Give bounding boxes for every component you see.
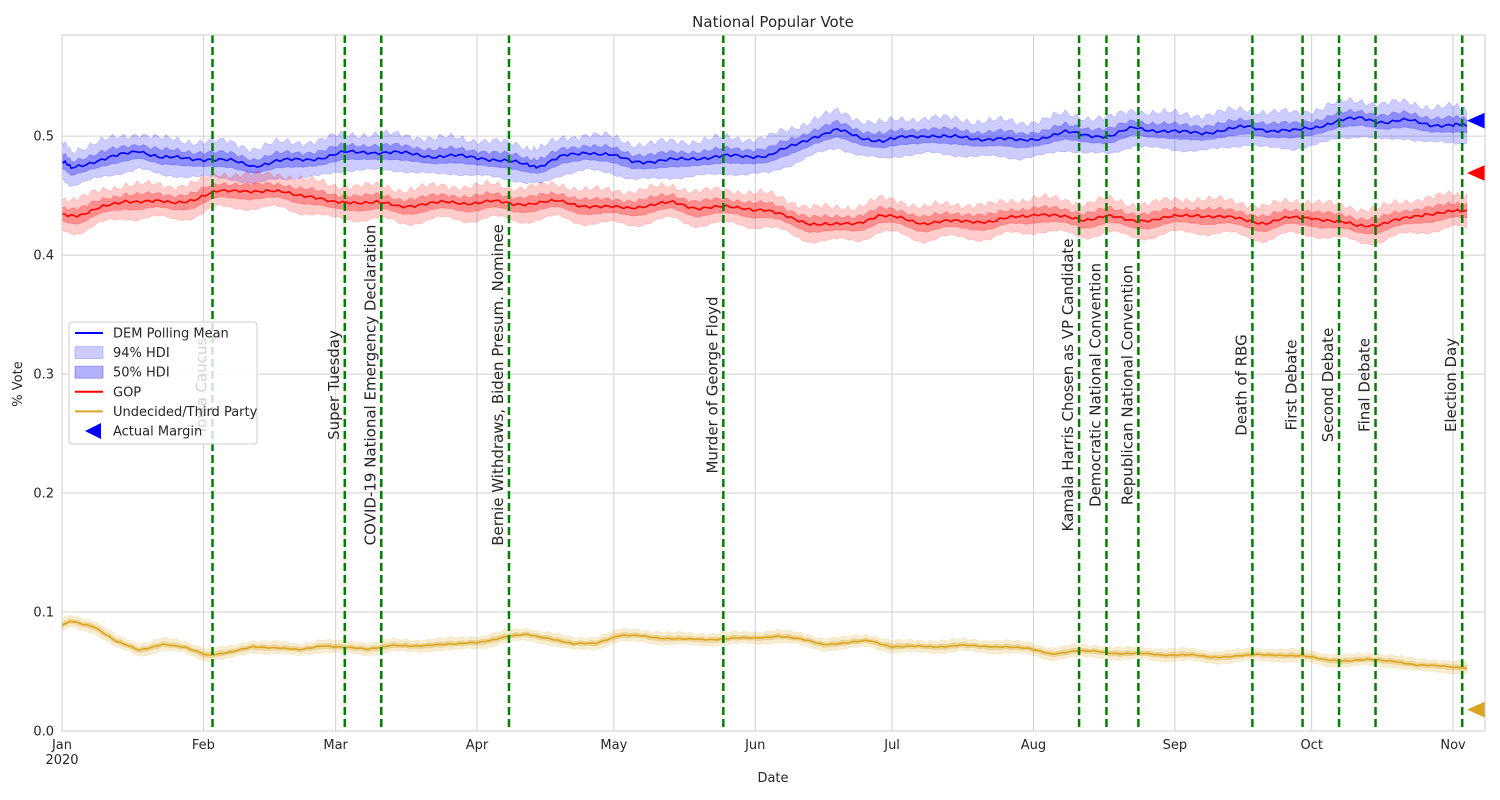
y-tick-label: 0.2 [33, 487, 54, 502]
x-tick-label: Feb [192, 738, 215, 753]
legend-label: GOP [113, 385, 141, 400]
legend-patch-swatch [74, 346, 104, 360]
x-tick-label: Jun [744, 738, 765, 753]
actual-margin-marker [1467, 112, 1485, 129]
y-axis-label: % Vote [11, 361, 26, 406]
x-tick-label: Sep [1163, 738, 1188, 753]
actual-margin-marker [1467, 165, 1485, 182]
hdi94-band [61, 96, 1468, 188]
x-tick-label: Jul [883, 738, 900, 753]
actual-margin-markers [1467, 112, 1485, 718]
y-axis-ticks: 0.0 0.1 0.2 0.3 0.4 0.5 [33, 130, 54, 740]
y-tick-label: 0.1 [33, 606, 54, 621]
series-lines [61, 116, 1468, 670]
legend-patch-swatch [74, 365, 104, 379]
chart-title: National Popular Vote [692, 13, 854, 31]
legend-label: Actual Margin [113, 425, 202, 440]
legend-label: 94% HDI [113, 346, 170, 361]
x-tick-label: Oct [1300, 738, 1322, 753]
legend-box [68, 321, 258, 445]
legend: DEM Polling Mean 94% HDI 50% HDI GOP Undecid… [68, 321, 258, 445]
legend-label: 50% HDI [113, 366, 170, 381]
actual-margin-marker [1467, 701, 1485, 718]
x-tick-label: Aug [1021, 738, 1046, 753]
event-label: Murder of George Floyd [703, 296, 721, 473]
hdi-bands [61, 96, 1468, 675]
event-label: Final Debate [1356, 338, 1374, 432]
legend-label: Undecided/Third Party [113, 405, 258, 420]
event-label: Republican National Convention [1118, 265, 1136, 505]
series-line [61, 620, 1467, 670]
gridlines [61, 35, 1485, 732]
series-line [61, 116, 1468, 170]
x-tick-label: Mar [323, 738, 348, 753]
event-label: Kamala Harris Chosen as VP Candidate [1059, 239, 1077, 532]
event-label: Bernie Withdraws, Biden Presum. Nominee [489, 224, 507, 546]
hdi50-band [61, 181, 1468, 235]
y-tick-label: 0.0 [33, 725, 54, 740]
x-tick-sublabel: 2020 [45, 753, 78, 768]
event-label: Death of RBG [1232, 334, 1250, 435]
y-tick-label: 0.4 [33, 249, 54, 264]
event-label: Election Day [1442, 338, 1460, 432]
legend-marker-swatch [85, 423, 101, 439]
legend-label: DEM Polling Mean [113, 327, 229, 342]
series-line [61, 188, 1468, 228]
x-axis-label: Date [757, 771, 788, 786]
y-tick-label: 0.3 [33, 368, 54, 383]
hdi94-band [61, 170, 1468, 246]
hdi50-band [61, 618, 1468, 672]
event-label: First Debate [1283, 340, 1301, 431]
plot-frame [61, 34, 1486, 732]
y-tick-label: 0.5 [33, 130, 54, 145]
hdi94-band [61, 614, 1468, 675]
x-tick-label: Apr [466, 738, 489, 753]
hdi50-band [61, 108, 1468, 176]
event-label: Super Tuesday [325, 330, 343, 440]
event-label: COVID-19 National Emergency Declaration [361, 225, 379, 546]
x-tick-label: Jan [51, 738, 72, 753]
x-tick-label: May [600, 738, 627, 753]
event-label: Second Debate [1319, 328, 1337, 443]
x-tick-label: Nov [1440, 738, 1466, 753]
event-label: Democratic National Convention [1086, 263, 1104, 507]
